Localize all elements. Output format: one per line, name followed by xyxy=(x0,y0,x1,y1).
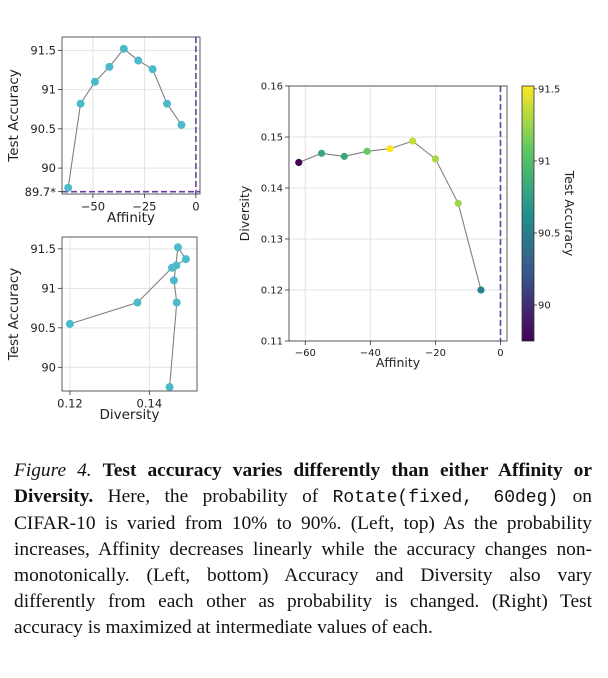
caption-code: Rotate(fixed, 60deg) xyxy=(332,488,559,508)
colorbar: 90 90.5 91 91.5 Test Accuracy xyxy=(521,84,577,342)
x-axis-label: Affinity xyxy=(376,355,421,370)
data-point xyxy=(177,120,186,129)
data-point xyxy=(454,199,462,207)
data-point xyxy=(340,152,348,160)
colorbar-tick-label: 91.5 xyxy=(538,84,560,95)
data-point xyxy=(76,99,85,108)
series-line xyxy=(298,140,482,291)
y-tick-label: 90.5 xyxy=(30,321,56,335)
y-tick-label: 0.13 xyxy=(261,235,283,246)
y-tick-label: 0.12 xyxy=(261,286,283,297)
diversity-accuracy-panel: 0.12 0.14 90 90.5 91 91.5 Diversity Test Accura… xyxy=(6,236,198,423)
x-tick-label: −40 xyxy=(360,348,381,359)
data-point xyxy=(65,319,74,328)
y-tick-label: 0.16 xyxy=(261,82,283,93)
x-tick-label: −50 xyxy=(81,200,105,214)
caption-text-2: on CIFAR-10 is varied from 10% to 90%. (… xyxy=(14,486,593,638)
data-point xyxy=(431,155,440,163)
y-tick-label: 89.7* xyxy=(25,185,57,199)
affinity-accuracy-panel: −50 −25 0 90 90.5 91 91.5 89.7* Affinity Test Acc… xyxy=(6,36,201,226)
colorbar-tick-label: 90.5 xyxy=(538,229,560,240)
x-tick-label: −60 xyxy=(295,348,316,359)
data-point xyxy=(148,65,157,74)
x-tick-label: 0.12 xyxy=(57,397,83,411)
caption-text-1: Here, the probability of xyxy=(107,486,333,507)
y-axis-label: Test Accuracy xyxy=(6,69,22,163)
data-point xyxy=(477,286,485,294)
data-point xyxy=(363,147,371,155)
data-point xyxy=(90,77,99,86)
data-point xyxy=(386,145,394,153)
data-point xyxy=(133,298,142,307)
y-tick-label: 0.15 xyxy=(261,133,283,144)
x-tick-label: 0.14 xyxy=(137,397,163,411)
y-tick-label: 0.11 xyxy=(261,337,283,348)
data-point xyxy=(317,149,326,157)
x-axis-label: Affinity xyxy=(107,210,155,226)
data-point xyxy=(165,383,174,392)
y-tick-label: 91 xyxy=(41,83,56,97)
data-point xyxy=(134,56,143,65)
figure-label: Figure 4. xyxy=(14,460,92,481)
x-tick-label: −20 xyxy=(425,348,446,359)
data-point xyxy=(64,183,73,192)
affinity-diversity-panel: −60 −40 −20 0 0.11 0.12 0.13 0.14 0.15 0.16 Affini… xyxy=(237,82,508,370)
figure-4: −50 −25 0 90 90.5 91 91.5 89.7* Affinity Test Acc… xyxy=(6,36,577,423)
y-axis-label: Test Accuracy xyxy=(6,268,22,362)
y-tick-label: 91.5 xyxy=(30,43,56,57)
x-tick-label: 0 xyxy=(497,348,503,359)
plot-frame xyxy=(288,85,508,342)
plot-frame xyxy=(61,236,198,392)
caption-title-end: . xyxy=(88,486,94,507)
y-tick-label: 90.5 xyxy=(30,122,56,136)
plot-frame xyxy=(61,36,201,195)
x-tick-label: 0 xyxy=(192,200,199,214)
data-point xyxy=(163,99,172,108)
data-point xyxy=(172,261,181,270)
y-tick-label: 91.5 xyxy=(30,242,56,256)
colorbar-label: Test Accuracy xyxy=(562,170,577,257)
data-point xyxy=(169,276,178,285)
data-point xyxy=(409,137,417,145)
y-tick-label: 90 xyxy=(41,161,56,175)
y-tick-label: 91 xyxy=(41,281,56,295)
colorbar-scale xyxy=(521,85,535,342)
data-point xyxy=(105,62,114,71)
data-point xyxy=(295,158,303,167)
data-point xyxy=(119,44,128,53)
data-point xyxy=(181,255,190,264)
y-axis-label: Diversity xyxy=(237,185,252,241)
y-tick-label: 0.14 xyxy=(261,184,283,195)
x-axis-label: Diversity xyxy=(99,407,159,423)
data-point xyxy=(173,243,182,252)
series-line xyxy=(67,47,182,188)
colorbar-tick-label: 91 xyxy=(538,157,551,168)
figure-caption: Figure 4. Test accuracy varies different… xyxy=(14,458,592,641)
data-point xyxy=(172,298,181,307)
y-tick-label: 90 xyxy=(41,360,56,374)
x-tick-label: −25 xyxy=(132,200,156,214)
colorbar-tick-label: 90 xyxy=(538,301,551,312)
caption-title: Test accuracy varies differently than ei… xyxy=(14,460,592,507)
